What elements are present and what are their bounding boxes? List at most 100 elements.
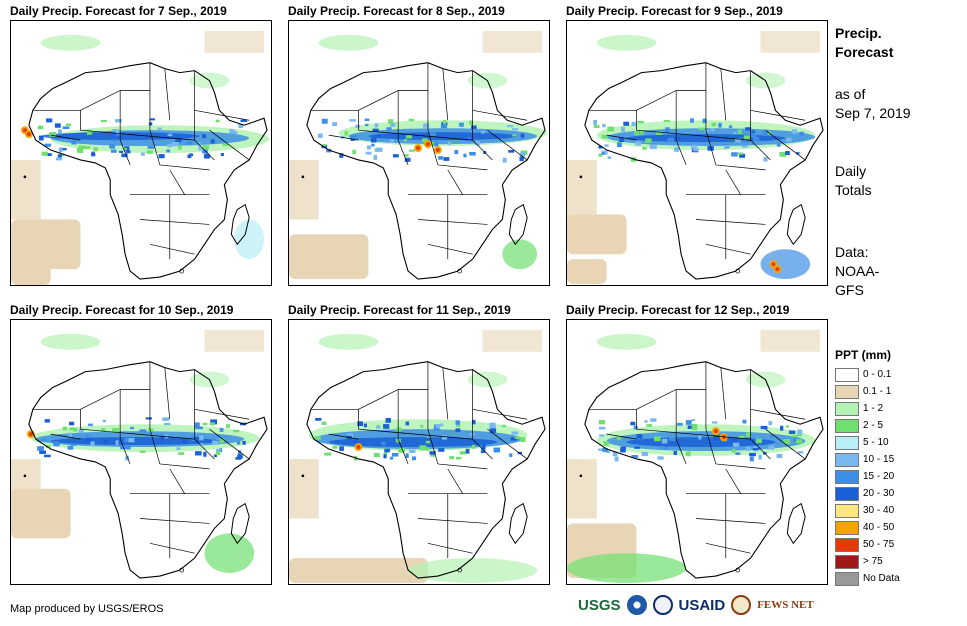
rain-cell (607, 126, 615, 132)
rain-cell (770, 434, 774, 438)
rain-cell (390, 139, 394, 144)
dry-area (289, 159, 319, 220)
legend-label: 0.1 - 1 (863, 386, 892, 397)
rain-cell (599, 426, 606, 430)
rain-cell (768, 421, 773, 426)
rain-cell (745, 127, 752, 131)
rain-cell (471, 125, 477, 130)
rain-band (408, 558, 538, 583)
country-border (750, 109, 806, 121)
rain-cell (383, 424, 390, 429)
rain-cell (425, 447, 430, 451)
rain-cell (237, 450, 242, 455)
rain-band (234, 219, 265, 260)
rain-cell (663, 119, 670, 123)
rain-cell (795, 439, 803, 444)
rain-cell (44, 419, 50, 423)
rain-cell (797, 451, 804, 454)
rain-cell (128, 437, 135, 443)
rain-cell (383, 451, 388, 455)
country-border (675, 139, 687, 166)
madagascar-outline (508, 203, 528, 246)
rain-cell (780, 425, 784, 431)
legend-label: 30 - 40 (863, 505, 895, 516)
africa-map (567, 329, 824, 583)
country-border (472, 438, 493, 460)
rain-cell (202, 145, 209, 150)
rain-cell (738, 435, 745, 439)
country-border (636, 129, 751, 141)
rain-cell (403, 138, 407, 142)
africa-map (289, 329, 546, 583)
rain-cell (377, 134, 381, 138)
dry-area (760, 30, 821, 53)
rain-cell (758, 454, 762, 460)
side-asof: as of Sep 7, 2019 (835, 85, 911, 123)
rain-cell (321, 421, 327, 425)
rain-cell (463, 153, 467, 158)
rain-cell (405, 453, 409, 458)
coastline (306, 62, 546, 280)
rain-cell (186, 141, 193, 145)
rain-cell (198, 147, 204, 151)
rain-cell (391, 452, 399, 457)
rain-cell (332, 445, 338, 449)
rain-cell (139, 429, 147, 433)
panel-title: Daily Precip. Forecast for 10 Sep., 2019 (10, 303, 234, 317)
rain-cell (233, 429, 240, 433)
rain-cell (601, 152, 605, 155)
legend-item: 20 - 30 (835, 485, 900, 502)
island-marker (579, 175, 583, 179)
rain-cell (371, 143, 375, 147)
rain-cell (114, 119, 122, 123)
rain-cell (120, 445, 126, 450)
rain-cell (690, 118, 694, 123)
country-border (194, 438, 215, 460)
country-border (750, 139, 771, 161)
rain-cell (634, 446, 641, 449)
rain-cell (799, 131, 805, 137)
country-border (715, 463, 766, 470)
rain-cell (642, 147, 647, 150)
rain-cell (619, 137, 625, 143)
rain-cell (91, 153, 96, 157)
rain-cell (459, 451, 466, 455)
coastline (306, 361, 546, 579)
country-border (636, 428, 751, 440)
rain-cell (455, 428, 461, 432)
rain-cell (614, 456, 619, 462)
rain-cell (439, 423, 444, 427)
rain-cell (423, 123, 430, 128)
country-border (417, 518, 488, 524)
rain-cell (481, 444, 486, 449)
rain-cell (788, 430, 796, 435)
rain-cell (710, 128, 715, 132)
rain-cell (593, 120, 597, 125)
rain-cell (677, 422, 683, 426)
legend-swatch (835, 469, 859, 484)
country-border (427, 243, 473, 255)
country-border (80, 90, 150, 111)
rain-cell (732, 442, 740, 447)
rain-cell (475, 140, 480, 146)
panel-title: Daily Precip. Forecast for 12 Sep., 2019 (566, 303, 790, 317)
rain-cell (598, 153, 603, 157)
country-border (750, 408, 806, 420)
rain-cell (68, 432, 72, 438)
rain-cell (90, 441, 95, 447)
rain-cell (60, 148, 67, 151)
rain-cell (385, 417, 391, 423)
dry-area (11, 259, 51, 285)
rain-cell (395, 438, 401, 443)
legend-swatch (835, 384, 859, 399)
rain-cell (631, 121, 636, 127)
rain-cell (130, 426, 134, 430)
rain-cell (411, 456, 417, 461)
rain-cell (111, 149, 117, 153)
legend: 0 - 0.1 0.1 - 1 1 - 2 2 - 5 5 - 10 10 - 15 15 … (835, 366, 900, 587)
rain-cell (202, 134, 207, 139)
island-marker (23, 474, 27, 478)
rain-cell (698, 435, 702, 440)
rain-cell (443, 120, 447, 125)
country-border (119, 139, 131, 166)
